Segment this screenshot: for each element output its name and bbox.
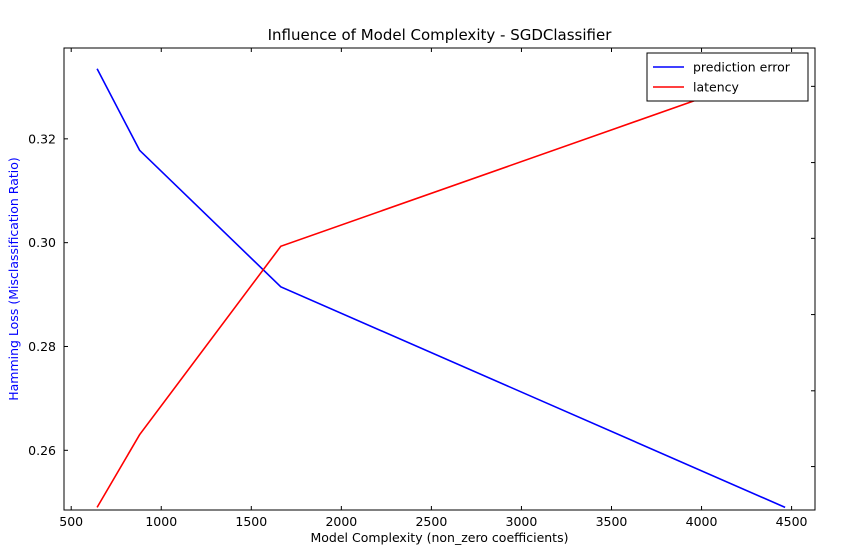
y-tick-label: 0.28 bbox=[28, 339, 56, 354]
legend-label: latency bbox=[693, 80, 740, 95]
x-tick-label: 2500 bbox=[415, 514, 447, 529]
x-tick-label: 3500 bbox=[596, 514, 628, 529]
legend-label: prediction error bbox=[693, 60, 791, 75]
plot-frame bbox=[63, 47, 816, 511]
series-line-prediction-error bbox=[96, 68, 786, 509]
x-tick-label: 4500 bbox=[776, 514, 808, 529]
x-tick-label: 4000 bbox=[686, 514, 718, 529]
x-tick-label: 500 bbox=[59, 514, 83, 529]
chart-title: Influence of Model Complexity - SGDClass… bbox=[268, 26, 613, 44]
x-tick-label: 2000 bbox=[325, 514, 357, 529]
series-line-latency bbox=[96, 68, 786, 508]
x-tick-label: 3000 bbox=[506, 514, 538, 529]
y-tick-label: 0.30 bbox=[28, 235, 56, 250]
x-axis-label: Model Complexity (non_zero coefficients) bbox=[311, 530, 569, 545]
legend-box bbox=[646, 52, 809, 102]
y-axis-label: Hamming Loss (Misclassification Ratio) bbox=[6, 157, 21, 401]
y-tick-label: 0.32 bbox=[28, 131, 56, 146]
x-tick-label: 1500 bbox=[235, 514, 267, 529]
x-tick-label: 1000 bbox=[145, 514, 177, 529]
y-tick-label: 0.26 bbox=[28, 443, 56, 458]
legend: prediction error latency bbox=[646, 52, 809, 102]
